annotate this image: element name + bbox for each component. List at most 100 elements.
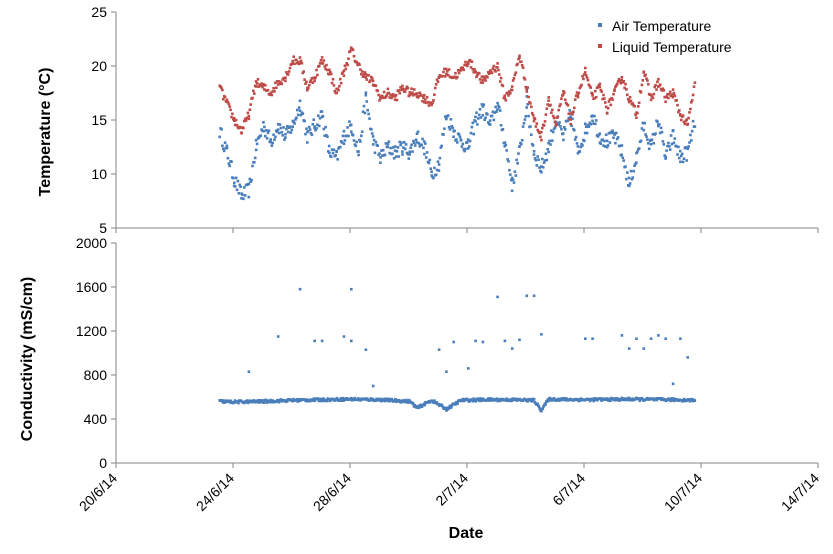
air-temperature-point xyxy=(536,155,539,158)
liquid-temperature-point xyxy=(668,90,672,94)
air-temperature-point xyxy=(317,124,321,128)
air-temperature-point xyxy=(304,132,307,136)
liquid-temperature-point xyxy=(483,77,486,80)
air-temperature-point xyxy=(615,131,618,135)
liquid-temperature-point xyxy=(530,105,533,109)
liquid-temperature-point xyxy=(529,102,532,105)
air-temperature-point xyxy=(553,126,557,129)
air-temperature-point xyxy=(615,137,619,141)
liquid-temperature-point xyxy=(656,80,659,84)
conductivity-point xyxy=(638,399,641,402)
conductivity-point xyxy=(316,397,320,401)
air-temperature-point xyxy=(396,146,400,149)
air-temperature-point xyxy=(516,162,519,165)
air-temperature-point xyxy=(625,177,628,181)
air-temperature-point xyxy=(281,134,284,137)
air-temperature-point xyxy=(255,142,259,146)
conductivity-point xyxy=(669,398,673,402)
liquid-temperature-point xyxy=(563,98,567,102)
liquid-temperature-point xyxy=(637,105,640,108)
liquid-temperature-point xyxy=(571,113,574,116)
air-temperature-point xyxy=(307,125,311,129)
liquid-temperature-point xyxy=(228,105,231,108)
liquid-temperature-point xyxy=(409,93,412,96)
liquid-temperature-point xyxy=(518,54,521,58)
conductivity-point xyxy=(480,399,483,403)
conductivity-outlier-point xyxy=(474,339,477,343)
air-temperature-point xyxy=(487,121,490,124)
air-temperature-point xyxy=(560,127,563,131)
liquid-temperature-point xyxy=(456,75,459,79)
liquid-temperature-point xyxy=(391,95,394,98)
air-temperature-point xyxy=(596,135,600,138)
air-temperature-point xyxy=(266,131,270,135)
air-temperature-point xyxy=(350,130,353,133)
air-temperature-point xyxy=(227,162,231,165)
liquid-temperature-point xyxy=(370,75,373,79)
air-temperature-point xyxy=(230,160,233,163)
air-temperature-point xyxy=(643,121,646,125)
liquid-temperature-point xyxy=(662,89,666,92)
air-temperature-point xyxy=(586,123,590,127)
air-temperature-point xyxy=(313,125,316,128)
conductivity-point xyxy=(511,397,515,400)
air-temperature-point xyxy=(660,130,664,134)
liquid-temperature-point xyxy=(539,135,542,139)
air-temperature-point xyxy=(288,125,292,128)
liquid-temperature-point xyxy=(693,81,697,84)
air-temperature-point xyxy=(448,128,452,131)
x-tick-label: 24/6/14 xyxy=(193,470,237,514)
liquid-temperature-point xyxy=(424,101,428,105)
air-temperature-point xyxy=(647,142,650,145)
air-temperature-point xyxy=(691,119,695,123)
conductivity-outlier-point xyxy=(364,348,368,351)
air-temperature-point xyxy=(573,138,577,141)
liquid-temperature-point xyxy=(671,88,675,91)
air-temperature-point xyxy=(361,110,365,113)
liquid-temperature-point xyxy=(594,89,597,93)
air-temperature-point xyxy=(334,153,337,157)
liquid-temperature-point xyxy=(620,78,623,82)
air-temperature-point xyxy=(566,119,570,122)
liquid-temperature-point xyxy=(342,69,346,72)
conductivity-point xyxy=(221,399,225,402)
liquid-temperature-point xyxy=(475,75,478,79)
air-temperature-point xyxy=(400,141,403,145)
liquid-temperature-point xyxy=(359,68,362,71)
air-temperature-point xyxy=(276,123,280,126)
air-temperature-point xyxy=(366,108,369,112)
air-temperature-point xyxy=(228,164,231,168)
liquid-temperature-point xyxy=(612,92,615,96)
air-temperature-point xyxy=(481,105,485,108)
conductivity-y-tick-label: 2000 xyxy=(76,235,107,251)
conductivity-point xyxy=(304,399,308,403)
liquid-temperature-point xyxy=(443,67,446,71)
air-temperature-point xyxy=(583,131,587,135)
air-temperature-point xyxy=(511,178,515,182)
liquid-temperature-point xyxy=(261,85,264,89)
liquid-temperature-point xyxy=(611,98,614,101)
air-temperature-point xyxy=(455,138,458,141)
conductivity-point xyxy=(440,404,444,407)
x-tick-label: 20/6/14 xyxy=(76,470,120,514)
liquid-temperature-point xyxy=(425,95,429,99)
conductivity-point xyxy=(505,397,508,400)
liquid-temperature-point xyxy=(602,93,605,97)
x-tick-label: 28/6/14 xyxy=(310,470,354,514)
liquid-temperature-point xyxy=(388,96,391,99)
temperature-y-tick-label: 5 xyxy=(99,220,107,236)
conductivity-point xyxy=(295,398,299,401)
liquid-temperature-point xyxy=(247,114,251,118)
liquid-temperature-point xyxy=(514,71,518,74)
air-temperature-point xyxy=(510,176,514,180)
liquid-temperature-point xyxy=(333,89,337,93)
air-temperature-point xyxy=(401,153,404,156)
air-temperature-point xyxy=(291,125,294,128)
liquid-temperature-point xyxy=(678,109,681,112)
liquid-temperature-point xyxy=(420,94,423,97)
liquid-temperature-point xyxy=(552,116,556,120)
liquid-temperature-point xyxy=(672,91,676,95)
air-temperature-point xyxy=(675,145,678,148)
conductivity-point xyxy=(334,398,338,401)
conductivity-point xyxy=(614,397,618,400)
